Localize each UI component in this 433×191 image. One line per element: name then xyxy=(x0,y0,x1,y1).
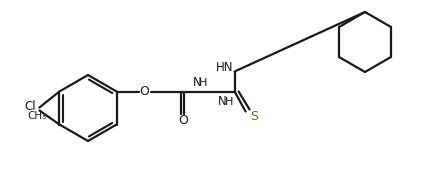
Text: CH₃: CH₃ xyxy=(28,111,47,121)
Text: N: N xyxy=(193,76,202,89)
Text: H: H xyxy=(198,78,207,87)
Text: O: O xyxy=(179,114,188,127)
Text: HN: HN xyxy=(216,61,233,74)
Text: Cl: Cl xyxy=(25,100,36,113)
Text: S: S xyxy=(251,110,259,123)
Text: O: O xyxy=(139,85,149,98)
Text: H: H xyxy=(224,96,233,107)
Text: N: N xyxy=(218,95,227,108)
